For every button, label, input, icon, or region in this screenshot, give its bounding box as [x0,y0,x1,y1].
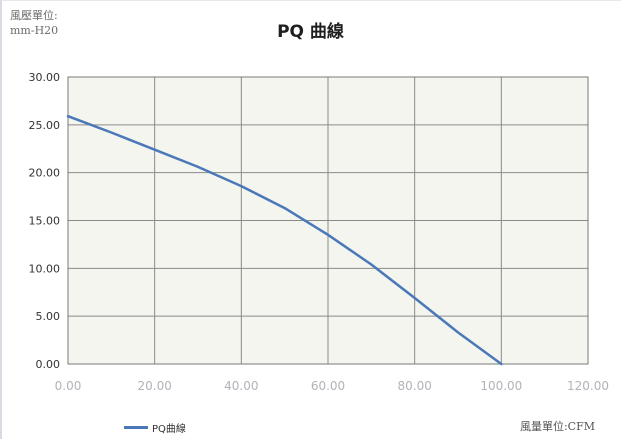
legend-label: PQ曲線 [152,424,186,435]
x-tick-label: 100.00 [480,379,522,393]
y-tick-label: 0.00 [36,358,61,371]
x-tick-label: 0.00 [55,379,82,393]
plot-border [67,76,589,365]
legend: PQ曲線 [124,420,186,435]
x-axis-label: 風量單位:CFM [519,420,595,433]
legend-swatch [124,426,148,429]
x-tick-label: 60.00 [311,379,345,393]
y-tick-label: 20.00 [29,167,61,180]
x-tick-label: 40.00 [224,379,258,393]
y-axis-label: 風壓單位: mm-H20 [10,8,58,38]
y-tick-label: 5.00 [36,310,61,323]
series-line-pq [66,114,503,366]
x-tick-label: 20.00 [137,379,171,393]
y-tick-label: 10.00 [29,262,61,275]
x-tick-label: 80.00 [397,379,431,393]
x-tick-label: 120.00 [567,379,609,393]
y-axis-unit: mm-H20 [10,24,59,37]
y-tick-label: 30.00 [29,71,61,84]
chart-title: PQ 曲線 [277,22,344,42]
y-axis-title: 風壓單位: [10,9,58,22]
y-tick-label: 25.00 [29,119,61,132]
y-tick-label: 15.00 [29,215,61,228]
